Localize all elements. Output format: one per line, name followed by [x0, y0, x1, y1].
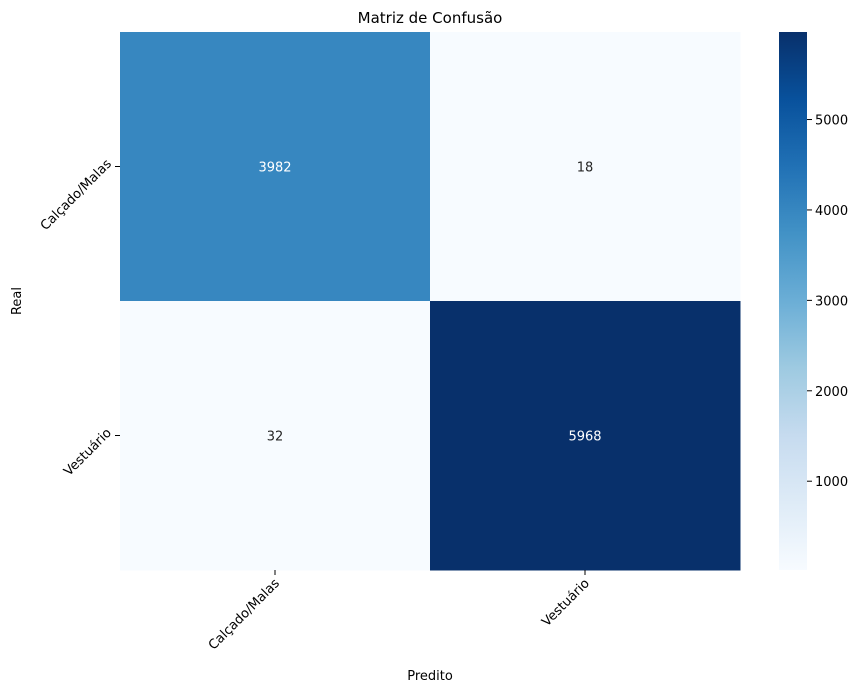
y-axis-label: Real	[10, 287, 25, 315]
y-axis-ticks: Calçado/Malas Vestuário	[38, 157, 120, 480]
heatmap-cells	[120, 32, 741, 571]
cell-value-label: 18	[577, 161, 594, 176]
cell-value-label: 5968	[568, 430, 601, 445]
cell-annotations: 3982 18 32 5968	[258, 161, 601, 445]
colorbar-tick-label: 4000	[815, 204, 848, 219]
cell-value-label: 32	[267, 430, 284, 445]
y-tick-label: Vestuário	[61, 426, 115, 480]
colorbar-tick-label: 5000	[815, 114, 848, 129]
colorbar	[779, 32, 807, 570]
cell-value-label: 3982	[258, 161, 291, 176]
colorbar-tick-label: 1000	[815, 475, 848, 490]
colorbar-tick-label: 3000	[815, 294, 848, 309]
heatmap-cell	[120, 301, 431, 571]
heatmap-cell	[120, 32, 431, 302]
x-tick-label: Vestuário	[539, 576, 593, 630]
x-axis-label: Predito	[407, 669, 453, 684]
y-tick-label: Calçado/Malas	[38, 157, 115, 234]
colorbar-gradient	[779, 32, 807, 570]
x-tick-label: Calçado/Malas	[206, 576, 283, 653]
x-axis-ticks: Calçado/Malas Vestuário	[206, 570, 593, 653]
colorbar-ticks: 1000 2000 3000 4000 5000	[807, 114, 848, 490]
heatmap-cell	[430, 32, 741, 302]
heatmap-cell	[430, 301, 741, 571]
colorbar-tick-label: 2000	[815, 385, 848, 400]
chart-title: Matriz de Confusão	[358, 9, 503, 27]
